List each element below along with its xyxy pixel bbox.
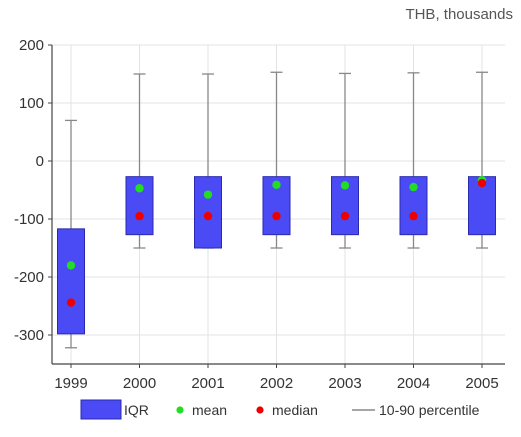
y-tick-label: -200 (14, 269, 44, 286)
mean-dot (272, 180, 281, 189)
mean-dot (340, 181, 350, 190)
median-dot (135, 211, 144, 221)
legend-swatch-iqr (80, 399, 122, 420)
legend-label-percentile: 10-90 percentile (379, 402, 480, 418)
legend-swatch-mean (176, 406, 184, 414)
mean-dot (203, 190, 213, 199)
y-tick-label: 200 (19, 37, 44, 54)
x-tick-label: 2000 (123, 375, 156, 392)
y-tick-label: 0 (36, 153, 44, 170)
x-tick-label: 2001 (191, 375, 224, 392)
median-dot (409, 211, 418, 221)
unit-label: THB, thousands (405, 6, 513, 23)
median-dot (203, 211, 213, 221)
legend-swatch-median (256, 406, 264, 414)
x-tick-label: 2002 (260, 375, 293, 392)
median-dot (477, 178, 487, 188)
x-tick-label: 1999 (54, 375, 87, 392)
mean-dot (66, 261, 76, 270)
legend-label-mean: mean (192, 402, 227, 418)
iqr-box (57, 228, 85, 335)
median-dot (340, 211, 350, 221)
mean-dot (135, 184, 144, 193)
median-dot (66, 298, 76, 307)
y-tick-label: -100 (14, 211, 44, 228)
y-tick-label: 100 (19, 95, 44, 112)
median-dot (272, 211, 281, 221)
x-tick-label: 2004 (397, 375, 430, 392)
x-tick-label: 2005 (465, 375, 498, 392)
legend-label-iqr: IQR (124, 402, 149, 418)
y-tick-label: -300 (14, 327, 44, 344)
x-tick-label: 2003 (328, 375, 361, 392)
mean-dot (409, 182, 418, 192)
legend-label-median: median (272, 402, 318, 418)
